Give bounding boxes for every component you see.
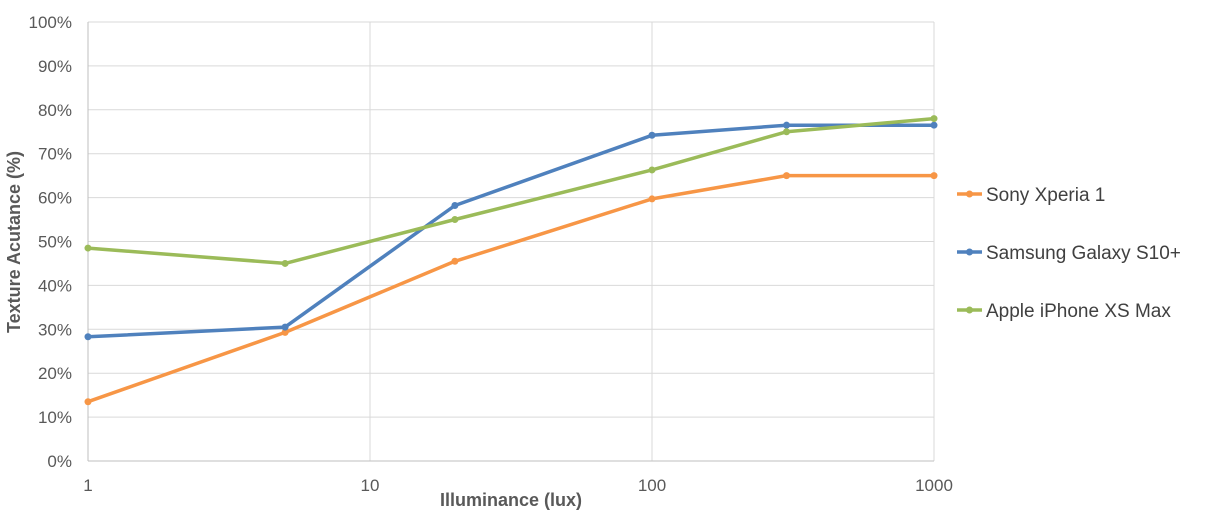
- series-2: [84, 121, 938, 341]
- y-tick-label: 30%: [38, 320, 72, 339]
- legend-marker: [966, 248, 973, 256]
- y-axis-ticks: 0% 10% 20% 30% 40% 50% 60% 70% 80% 90% 100%: [29, 13, 72, 471]
- data-point: [648, 195, 656, 203]
- legend-item: Sony Xperia 1: [957, 185, 1105, 206]
- data-point: [451, 202, 459, 210]
- data-point: [930, 115, 938, 123]
- data-point: [783, 121, 791, 129]
- y-tick-label: 20%: [38, 364, 72, 383]
- data-point: [281, 323, 289, 331]
- series-3: [84, 115, 938, 267]
- x-axis-ticks: 1 10 100 1000: [83, 476, 953, 495]
- data-point: [648, 131, 656, 139]
- data-point: [930, 172, 938, 180]
- legend-label: Samsung Galaxy S10+: [986, 243, 1181, 264]
- y-tick-label: 100%: [29, 13, 72, 32]
- y-tick-label: 10%: [38, 408, 72, 427]
- data-point: [84, 333, 92, 341]
- y-tick-label: 70%: [38, 145, 72, 164]
- series-line: [86, 116, 936, 266]
- data-point: [84, 398, 92, 406]
- y-tick-label: 50%: [38, 233, 72, 252]
- legend-marker: [966, 306, 973, 314]
- data-point: [783, 172, 791, 180]
- data-point: [930, 121, 938, 129]
- series-line: [86, 173, 936, 404]
- legend: Sony Xperia 1 Samsung Galaxy S10+ Apple iP…: [957, 185, 1181, 322]
- y-tick-label: 0%: [47, 452, 72, 471]
- data-point: [281, 259, 289, 267]
- x-axis-title: Illuminance (lux): [440, 490, 582, 510]
- x-tick-label: 1000: [915, 476, 953, 495]
- series-1: [84, 172, 938, 406]
- y-tick-label: 60%: [38, 189, 72, 208]
- data-point: [451, 257, 459, 265]
- data-point: [84, 244, 92, 252]
- data-point: [281, 328, 289, 336]
- data-point: [783, 128, 791, 136]
- y-tick-label: 90%: [38, 57, 72, 76]
- y-tick-label: 80%: [38, 101, 72, 120]
- legend-marker: [966, 190, 973, 198]
- grid: [87, 21, 935, 462]
- y-axis-title: Texture Acutance (%): [4, 151, 24, 333]
- legend-item: Samsung Galaxy S10+: [957, 243, 1181, 264]
- series-lines: [84, 115, 938, 406]
- x-tick-label: 100: [638, 476, 666, 495]
- data-point: [451, 216, 459, 224]
- series-line: [86, 123, 936, 339]
- x-tick-label: 10: [361, 476, 380, 495]
- x-tick-label: 1: [83, 476, 92, 495]
- y-tick-label: 40%: [38, 276, 72, 295]
- legend-label: Sony Xperia 1: [986, 185, 1105, 206]
- data-point: [648, 166, 656, 174]
- legend-label: Apple iPhone XS Max: [986, 301, 1171, 322]
- legend-item: Apple iPhone XS Max: [957, 301, 1171, 322]
